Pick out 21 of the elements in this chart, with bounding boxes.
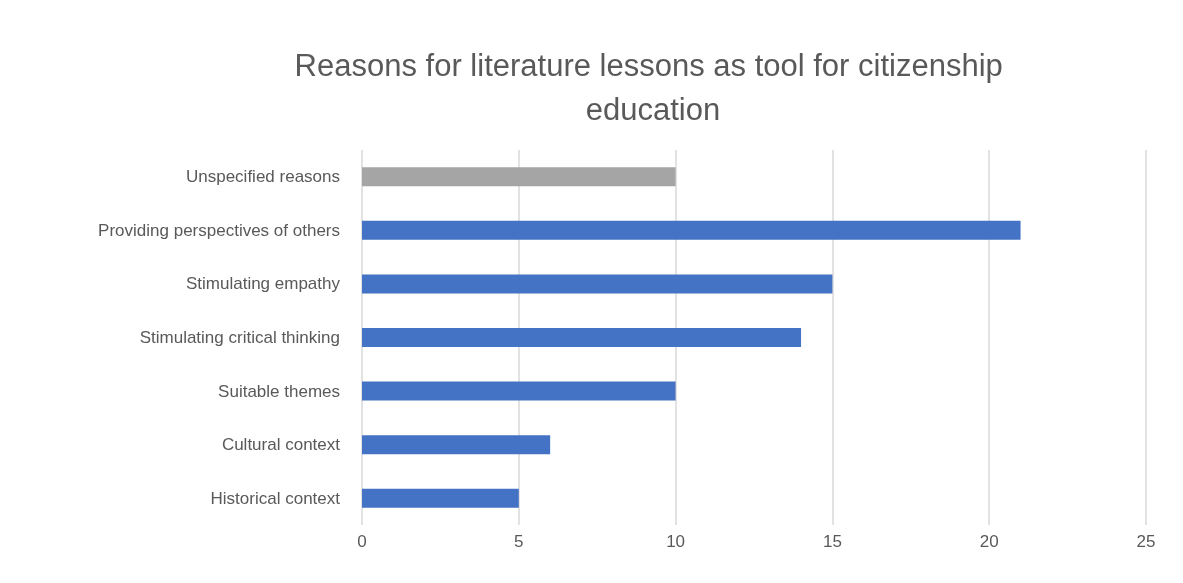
bar [362, 220, 1021, 240]
y-tick-label: Providing perspectives of others [98, 220, 340, 240]
y-tick-label: Suitable themes [218, 381, 340, 401]
y-tick-label: Cultural context [221, 435, 341, 455]
bar [362, 488, 519, 508]
y-tick-label: Unspecified reasons [185, 167, 340, 187]
bar [362, 435, 551, 455]
chart-title: Reasons for literature lessons as tool for citizenship education [294, 47, 1012, 127]
x-tick-label: 15 [822, 532, 842, 551]
x-tick-label: 5 [514, 532, 524, 551]
bar [362, 328, 802, 347]
x-tick-label: 0 [357, 532, 367, 551]
x-tick-label: 10 [666, 532, 686, 551]
x-tick-label: 20 [979, 532, 999, 551]
y-tick-label: Stimulating critical thinking [139, 328, 340, 347]
bar [362, 381, 676, 401]
y-tick-label: Historical context [210, 488, 341, 508]
bar [362, 167, 676, 187]
x-tick-label: 25 [1136, 532, 1156, 551]
bar [362, 274, 833, 294]
y-tick-label: Stimulating empathy [185, 274, 341, 294]
